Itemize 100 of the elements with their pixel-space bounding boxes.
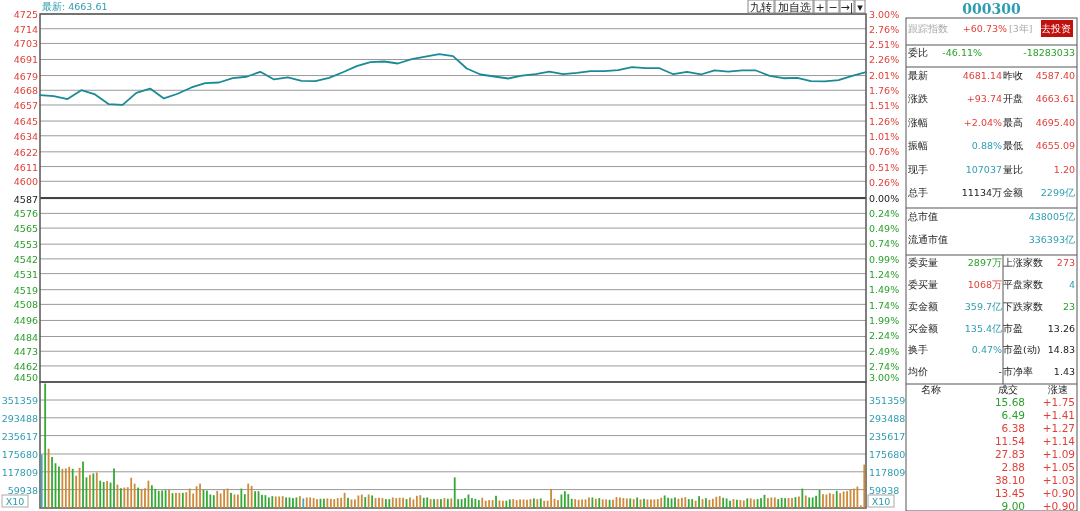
text: +1.03 bbox=[1042, 474, 1075, 486]
text: 1.20 bbox=[1053, 164, 1075, 175]
y-tick-label: 4519 bbox=[13, 284, 38, 296]
y2-tick-label: 0.26% bbox=[869, 177, 900, 189]
text: 总市值 bbox=[907, 211, 938, 222]
text: 13.45 bbox=[994, 487, 1025, 499]
text: 上涨家数 bbox=[1003, 257, 1043, 268]
text: 2.88 bbox=[1001, 461, 1025, 473]
text: 振幅 bbox=[908, 140, 928, 151]
y2-tick-label: 0.00% bbox=[869, 193, 900, 204]
text: 0.88% bbox=[971, 140, 1002, 151]
text: 9.00 bbox=[1001, 500, 1025, 511]
text: 最高 bbox=[1003, 117, 1023, 128]
text: 市净率 bbox=[1003, 366, 1033, 377]
toolbar: 九转 加自选 + − →| ▾ bbox=[747, 0, 866, 14]
text: 委买量 bbox=[908, 279, 938, 290]
y2-tick-label: 351359 bbox=[869, 395, 906, 407]
y2-tick-label: 0.49% bbox=[869, 223, 900, 235]
y2-tick-label: 2.01% bbox=[869, 69, 900, 81]
text: 1068万 bbox=[967, 279, 1002, 290]
y2-tick-label: 1.01% bbox=[869, 131, 900, 143]
text: 涨幅 bbox=[908, 117, 928, 128]
y2-tick-label: 175680 bbox=[869, 449, 906, 461]
text: 14.83 bbox=[1047, 344, 1075, 355]
y-tick-label: 4553 bbox=[13, 239, 38, 251]
y2-tick-label: 0.74% bbox=[869, 238, 900, 250]
y-tick-label: 4668 bbox=[13, 85, 38, 97]
chart-title: 最新: 4663.61 bbox=[42, 1, 108, 12]
text: 换手 bbox=[908, 344, 928, 355]
text: 11.54 bbox=[994, 435, 1026, 447]
text: 4655.09 bbox=[1035, 140, 1075, 151]
text: 卖金额 bbox=[908, 301, 938, 312]
y-tick-label: 4679 bbox=[13, 70, 38, 82]
text: -46.11% bbox=[942, 47, 982, 58]
text: 成交 bbox=[998, 384, 1018, 395]
text: +1.27 bbox=[1042, 422, 1075, 434]
text: 最新 bbox=[908, 70, 928, 81]
text: -18283033 bbox=[1023, 47, 1075, 58]
text: 15.68 bbox=[994, 396, 1025, 408]
text: 135.4亿 bbox=[964, 323, 1002, 334]
y-tick-label: 4703 bbox=[13, 38, 38, 50]
text: 107037 bbox=[965, 164, 1002, 175]
y2-tick-label: 1.74% bbox=[869, 299, 900, 311]
y-tick-label: 59938 bbox=[7, 484, 38, 496]
text: 委比 bbox=[908, 47, 928, 58]
text: 27.83 bbox=[994, 448, 1025, 460]
y-tick-label: 4634 bbox=[13, 130, 38, 142]
text: 流通市值 bbox=[908, 234, 948, 245]
y-tick-label: 117809 bbox=[1, 466, 38, 478]
y-tick-label: 4576 bbox=[13, 208, 38, 220]
y2-tick-label: 3.00% bbox=[869, 9, 900, 20]
text: 13.26 bbox=[1047, 323, 1075, 334]
text: 359.7亿 bbox=[964, 301, 1002, 312]
text: +2.04% bbox=[963, 117, 1002, 128]
text: 最低 bbox=[1003, 140, 1023, 151]
y-tick-label: 4622 bbox=[13, 146, 38, 158]
y-tick-label: 4462 bbox=[13, 360, 38, 372]
y-tick-label: 351359 bbox=[1, 395, 38, 407]
y2-tick-label: 59938 bbox=[869, 484, 900, 496]
text: 11134万 bbox=[961, 187, 1002, 198]
y2-tick-label: 1.49% bbox=[869, 284, 900, 296]
y2-tick-label: 0.51% bbox=[869, 161, 900, 173]
y2-tick-label: 1.26% bbox=[869, 115, 900, 127]
y2-tick-label: 2.76% bbox=[869, 23, 900, 35]
text: 市盈(动) bbox=[1003, 344, 1041, 355]
y2-tick-label: 2.24% bbox=[869, 330, 900, 342]
text: [3年] bbox=[1009, 23, 1033, 34]
text: 量比 bbox=[1003, 164, 1023, 175]
text: 开盘 bbox=[1003, 93, 1023, 104]
text: 涨速 bbox=[1048, 384, 1068, 395]
y-tick-label: 4657 bbox=[13, 100, 38, 111]
y2-tick-label: 2.26% bbox=[869, 54, 900, 66]
text: 平盘家数 bbox=[1003, 279, 1043, 290]
text: 1.43 bbox=[1053, 366, 1075, 377]
y2-tick-label: 2.49% bbox=[869, 345, 900, 357]
text: 4681.14 bbox=[962, 70, 1002, 81]
text: 336393亿 bbox=[1028, 234, 1075, 245]
y-tick-label: 4542 bbox=[13, 253, 38, 265]
text: 均价 bbox=[907, 366, 928, 377]
y-tick-label: 4508 bbox=[13, 299, 38, 311]
y2-tick-label: 235617 bbox=[869, 430, 906, 442]
text: 昨收 bbox=[1003, 70, 1023, 81]
text: 0.47% bbox=[971, 344, 1002, 355]
y-tick-label: 4645 bbox=[13, 116, 38, 128]
text: 金额 bbox=[1003, 187, 1023, 198]
y-tick-label: 4531 bbox=[13, 268, 38, 280]
y-tick-label: 4496 bbox=[13, 315, 38, 327]
text: +1.05 bbox=[1042, 461, 1075, 473]
text: 4695.40 bbox=[1035, 117, 1075, 128]
text: +0.90 bbox=[1042, 487, 1075, 499]
text: 38.10 bbox=[994, 474, 1025, 486]
line-series bbox=[39, 53, 867, 106]
y2-tick-label: 2.74% bbox=[869, 361, 900, 373]
text: 涨跌 bbox=[908, 93, 928, 104]
text: 000300 bbox=[962, 1, 1021, 17]
text: 总手 bbox=[907, 187, 928, 198]
text: 去投资 bbox=[1041, 23, 1071, 34]
text: +1.14 bbox=[1042, 435, 1076, 447]
text: 2897万 bbox=[967, 257, 1002, 268]
y2-tick-label: 1.76% bbox=[869, 85, 900, 97]
